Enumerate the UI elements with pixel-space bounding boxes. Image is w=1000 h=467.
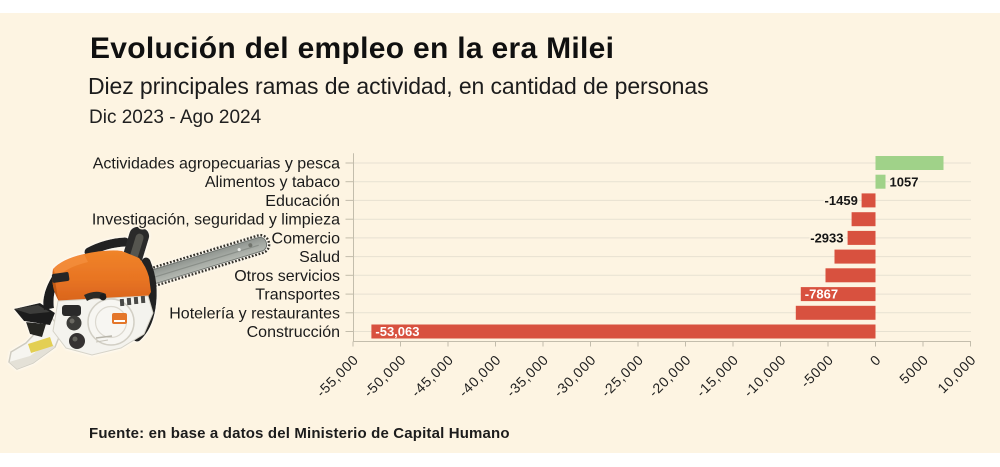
svg-text:-5000: -5000	[797, 351, 836, 390]
svg-text:-55,000: -55,000	[313, 351, 362, 400]
svg-text:Otros servicios: Otros servicios	[234, 268, 340, 285]
svg-text:-53,063: -53,063	[375, 324, 419, 339]
svg-text:-20,000: -20,000	[645, 351, 694, 400]
svg-text:-10,000: -10,000	[740, 351, 789, 400]
svg-text:Comercio: Comercio	[272, 230, 341, 247]
svg-text:Investigación, seguridad y lim: Investigación, seguridad y limpieza	[92, 212, 340, 229]
svg-text:Salud: Salud	[299, 249, 340, 266]
svg-text:-35,000: -35,000	[503, 351, 552, 400]
svg-text:-45,000: -45,000	[408, 351, 457, 400]
svg-text:-7867: -7867	[805, 287, 838, 302]
svg-text:Actividades agropecuarias y pe: Actividades agropecuarias y pesca	[93, 156, 340, 173]
svg-text:Educación: Educación	[265, 193, 340, 210]
svg-text:1057: 1057	[890, 174, 919, 189]
svg-text:-30,000: -30,000	[550, 351, 599, 400]
svg-text:-1459: -1459	[825, 193, 858, 208]
svg-text:Hotelería y restaurantes: Hotelería y restaurantes	[169, 305, 340, 322]
svg-text:-25,000: -25,000	[598, 351, 647, 400]
svg-text:-15,000: -15,000	[693, 351, 742, 400]
svg-text:Alimentos y tabaco: Alimentos y tabaco	[205, 174, 340, 191]
svg-text:-50,000: -50,000	[360, 351, 409, 400]
svg-text:-2933: -2933	[810, 231, 843, 246]
svg-text:5000: 5000	[896, 351, 932, 387]
svg-text:10,000: 10,000	[934, 351, 979, 396]
svg-text:Transportes: Transportes	[255, 287, 340, 304]
svg-text:0: 0	[867, 351, 884, 368]
svg-text:-40,000: -40,000	[455, 351, 504, 400]
svg-text:Construcción: Construcción	[247, 324, 340, 341]
